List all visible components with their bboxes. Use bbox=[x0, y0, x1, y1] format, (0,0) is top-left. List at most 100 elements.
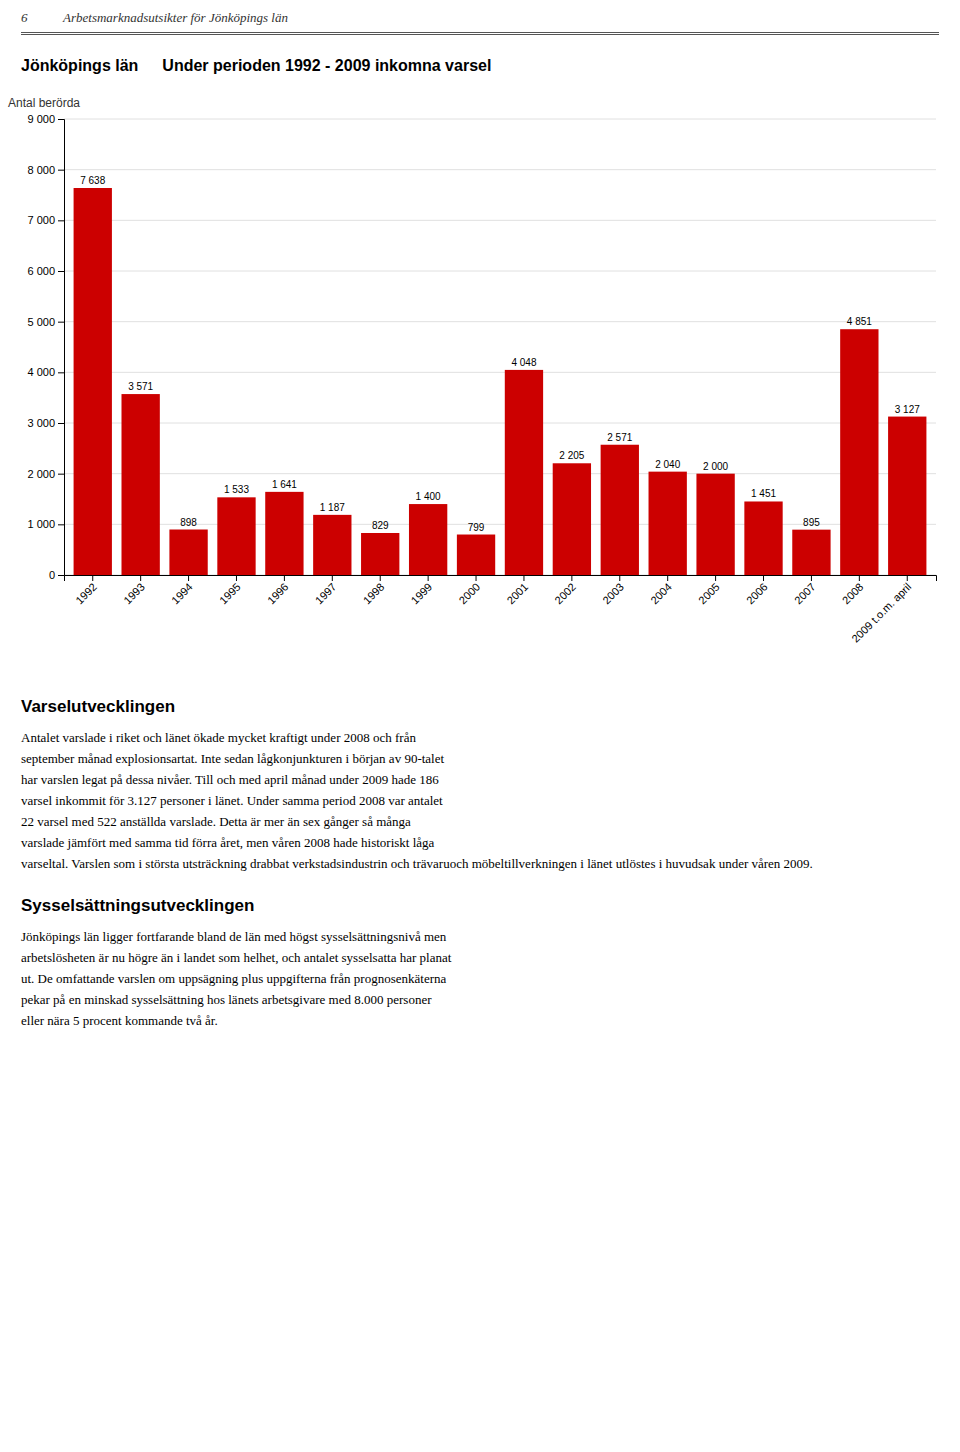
tick-mark bbox=[58, 423, 64, 424]
section-title: Sysselsättningsutvecklingen bbox=[21, 896, 939, 916]
bar bbox=[313, 515, 351, 575]
y-tick: 9 000 bbox=[27, 113, 64, 125]
tick-mark bbox=[58, 271, 64, 272]
section-line: 22 varsel med 522 anställda varslade. De… bbox=[21, 811, 939, 832]
section-line: har varslen legat på dessa nivåer. Till … bbox=[21, 769, 939, 790]
grid-line bbox=[64, 423, 936, 424]
tick-mark bbox=[763, 575, 764, 581]
y-tick-label: 3 000 bbox=[27, 417, 55, 429]
y-axis: 01 0002 0003 0004 0005 0006 0007 0008 00… bbox=[27, 113, 64, 581]
x-tick-label: 1996 bbox=[265, 581, 291, 607]
grid-line bbox=[64, 321, 936, 322]
section-line: pekar på en minskad sysselsättning hos l… bbox=[21, 989, 939, 1010]
tick-mark bbox=[907, 575, 908, 581]
x-tick-label: 1993 bbox=[121, 581, 147, 607]
tick-mark bbox=[58, 524, 64, 525]
section-line: Jönköpings län ligger fortfarande bland … bbox=[21, 926, 939, 947]
y-tick-label: 5 000 bbox=[27, 316, 55, 328]
y-tick: 1 000 bbox=[27, 518, 64, 530]
tick-mark bbox=[619, 575, 620, 581]
x-tick-label: 1998 bbox=[361, 581, 387, 607]
x-tick-label: 1995 bbox=[217, 581, 243, 607]
sections: VarselutvecklingenAntalet varslade i rik… bbox=[0, 697, 960, 1031]
tick-mark bbox=[380, 575, 381, 581]
data-label: 1 400 bbox=[416, 491, 441, 502]
y-tick: 0 bbox=[49, 569, 64, 581]
bar bbox=[169, 530, 207, 575]
section-line: Antalet varslade i riket och länet ökade… bbox=[21, 727, 939, 748]
section: VarselutvecklingenAntalet varslade i rik… bbox=[21, 697, 939, 874]
bar bbox=[409, 504, 447, 575]
grid-line bbox=[64, 220, 936, 221]
bar bbox=[649, 472, 687, 575]
tick-mark bbox=[476, 575, 477, 581]
grid-line bbox=[64, 271, 936, 272]
bar bbox=[888, 417, 926, 575]
bar bbox=[792, 530, 830, 575]
section-line: varseltal. Varslen som i största utsträc… bbox=[21, 853, 939, 874]
axis-line bbox=[65, 576, 937, 582]
x-tick: 2006 bbox=[744, 575, 770, 606]
section-line: varslade jämfört med samma tid förra åre… bbox=[21, 832, 939, 853]
x-tick-label: 1997 bbox=[313, 581, 339, 607]
x-tick: 2007 bbox=[792, 575, 818, 606]
section-line: ut. De omfattande varslen om uppsägning … bbox=[21, 968, 939, 989]
chart-title-line: Jönköpings länUnder perioden 1992 - 2009… bbox=[21, 57, 491, 74]
tick-mark bbox=[58, 119, 64, 120]
data-label: 3 571 bbox=[128, 381, 153, 392]
tick-mark bbox=[236, 575, 237, 581]
bar bbox=[601, 445, 639, 575]
x-tick: 2004 bbox=[648, 575, 674, 606]
bar bbox=[744, 501, 782, 575]
tick-mark bbox=[428, 575, 429, 581]
x-tick: 2002 bbox=[552, 575, 578, 606]
x-tick-label: 2000 bbox=[456, 581, 482, 607]
x-tick: 1997 bbox=[313, 575, 339, 606]
x-tick: 1995 bbox=[217, 575, 243, 606]
x-tick-label: 1992 bbox=[73, 581, 99, 607]
data-label: 2 000 bbox=[703, 461, 728, 472]
tick-mark bbox=[571, 575, 572, 581]
data-label: 1 451 bbox=[751, 488, 776, 499]
data-label: 1 533 bbox=[224, 484, 249, 495]
tick-mark bbox=[58, 372, 64, 373]
data-label: 7 638 bbox=[80, 175, 105, 186]
grid-line bbox=[64, 119, 936, 120]
x-tick-label: 2004 bbox=[648, 581, 674, 607]
x-tick: 2000 bbox=[456, 575, 482, 606]
data-label: 4 851 bbox=[847, 316, 872, 327]
y-tick-label: 4 000 bbox=[27, 366, 55, 378]
tick-mark bbox=[284, 575, 285, 581]
tick-mark bbox=[58, 575, 64, 576]
data-label: 2 205 bbox=[559, 450, 584, 461]
x-tick-label: 2002 bbox=[552, 581, 578, 607]
x-tick-label: 2001 bbox=[504, 581, 530, 607]
data-labels: 7 6383 5718981 5331 6411 1878291 4007994… bbox=[80, 175, 920, 533]
x-tick-label: 2006 bbox=[744, 581, 770, 607]
y-tick: 4 000 bbox=[27, 366, 64, 378]
x-tick: 2009 t.o.m. april bbox=[849, 575, 913, 645]
bar bbox=[553, 463, 591, 575]
bar bbox=[505, 370, 543, 575]
bar bbox=[361, 533, 399, 575]
y-tick-label: 9 000 bbox=[27, 113, 55, 125]
tick-mark bbox=[140, 575, 141, 581]
section-line: september månad explosionsartat. Inte se… bbox=[21, 748, 939, 769]
tick-mark bbox=[811, 575, 812, 581]
tick-mark bbox=[859, 575, 860, 581]
data-label: 799 bbox=[468, 522, 485, 533]
x-tick: 1994 bbox=[169, 575, 195, 606]
tick-mark bbox=[667, 575, 668, 581]
x-tick: 2001 bbox=[504, 575, 530, 606]
grid-line bbox=[64, 169, 936, 170]
chart-subtitle: Under perioden 1992 - 2009 inkomna varse… bbox=[162, 57, 491, 74]
y-tick: 7 000 bbox=[27, 214, 64, 226]
grid-line bbox=[64, 473, 936, 474]
y-axis-label: Antal berörda bbox=[8, 96, 80, 110]
section-line: arbetslösheten är nu högre än i landet s… bbox=[21, 947, 939, 968]
y-tick-label: 7 000 bbox=[27, 214, 55, 226]
tick-mark bbox=[523, 575, 524, 581]
x-tick-label: 2008 bbox=[840, 581, 866, 607]
x-tick: 2003 bbox=[600, 575, 626, 606]
y-tick-label: 2 000 bbox=[27, 468, 55, 480]
